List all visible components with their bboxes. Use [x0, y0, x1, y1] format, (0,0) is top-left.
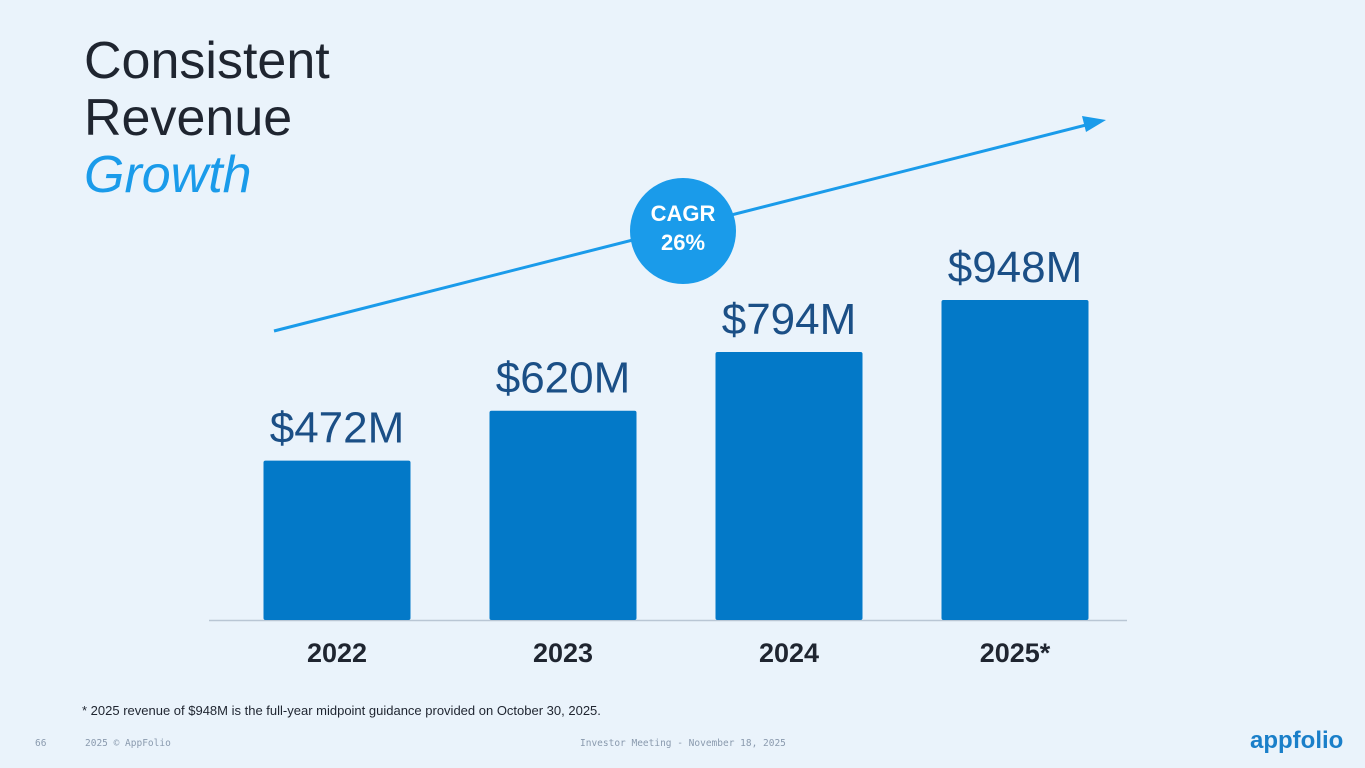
- title-line: Consistent: [84, 32, 330, 90]
- cagr-label: CAGR: [651, 201, 716, 226]
- footnote: * 2025 revenue of $948M is the full-year…: [82, 703, 601, 718]
- value-label: $620M: [496, 354, 631, 403]
- cagr-value: 26%: [661, 230, 705, 255]
- value-label: $794M: [722, 295, 857, 344]
- event: Investor Meeting - November 18, 2025: [580, 738, 786, 749]
- bar: [715, 351, 863, 620]
- value-label: $948M: [948, 243, 1083, 292]
- cagr-badge: [630, 178, 736, 284]
- bar: [941, 300, 1089, 620]
- title-line: Revenue: [84, 89, 292, 147]
- bar: [489, 410, 637, 620]
- title-line: Growth: [84, 146, 252, 204]
- x-tick-label: 2023: [533, 638, 593, 668]
- arrow-head: [1082, 116, 1106, 132]
- logo: appfolio: [1250, 727, 1343, 754]
- value-label: $472M: [270, 404, 405, 453]
- x-tick-label: 2022: [307, 638, 367, 668]
- bar: [263, 460, 411, 620]
- x-tick-label: 2025*: [980, 638, 1051, 668]
- x-tick-label: 2024: [759, 638, 819, 668]
- copyright: 2025 © AppFolio: [85, 738, 171, 749]
- page-number: 66: [35, 738, 47, 749]
